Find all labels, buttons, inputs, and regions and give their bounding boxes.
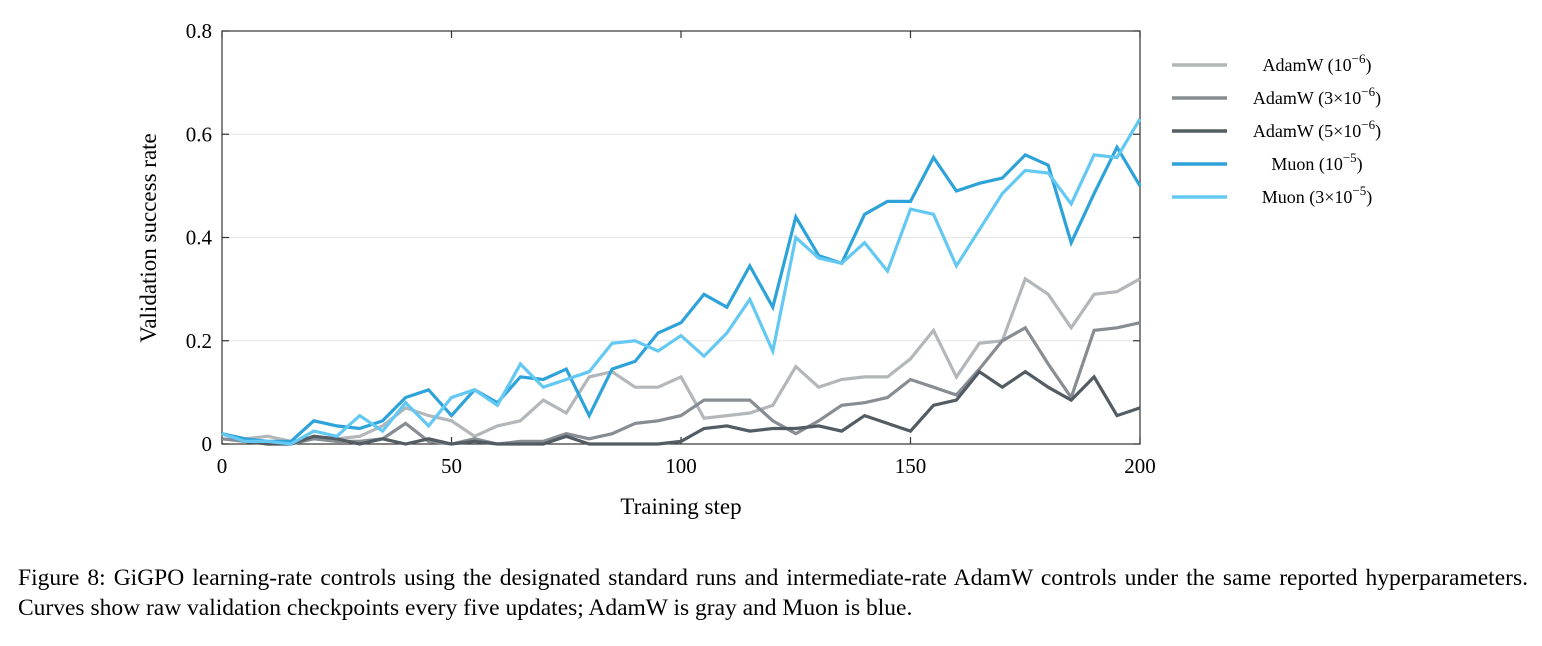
legend-label-2: AdamW (5×10−6) <box>1253 117 1381 142</box>
x-tick-label-4: 200 <box>1124 454 1156 478</box>
y-tick-label-2: 0.4 <box>186 226 213 250</box>
y-tick-label-0: 0 <box>202 432 213 456</box>
legend-entry-1: AdamW (3×10−6) <box>1172 84 1381 109</box>
x-tick-label-1: 50 <box>441 454 462 478</box>
series-line-2 <box>221 369 1141 446</box>
y-tick-label-3: 0.6 <box>186 122 212 146</box>
legend-label-4: Muon (3×10−5) <box>1262 183 1373 208</box>
legend: AdamW (10−6) AdamW (3×10−6) AdamW (5×10−6)… <box>1172 51 1381 208</box>
series-line-4 <box>221 117 1142 446</box>
x-tick-label-0: 0 <box>217 454 228 478</box>
series-line-3 <box>221 143 1142 443</box>
grid <box>222 133 1140 342</box>
y-tick-label-4: 0.8 <box>186 19 212 43</box>
legend-label-0: AdamW (10−6) <box>1263 51 1372 76</box>
series-line-0 <box>221 276 1141 444</box>
caption-line-2: same reported hyperparameters. Curves sh… <box>18 565 1528 621</box>
legend-entry-3: Muon (10−5) <box>1172 150 1363 175</box>
legend-label-1: AdamW (3×10−6) <box>1253 84 1381 109</box>
caption-line-1: Figure 8: GiGPO learning-rate controls u… <box>18 565 1215 591</box>
x-axis-title: Training step <box>620 494 741 519</box>
legend-entry-4: Muon (3×10−5) <box>1172 183 1372 208</box>
series-lines <box>221 117 1142 446</box>
legend-label-3: Muon (10−5) <box>1271 150 1362 175</box>
axis-ticks: 0 0.2 0.4 0.6 0.8 0 50 100 150 200 <box>186 19 1156 478</box>
figure-caption: Figure 8: GiGPO learning-rate controls u… <box>18 563 1528 623</box>
chart: 00.20.40.60.80 50 100 150 200 Training step … <box>136 19 1381 519</box>
y-tick-label-1: 0.2 <box>186 329 212 353</box>
y-axis-title: Validation success rate <box>136 133 161 342</box>
legend-entry-0: AdamW (10−6) <box>1172 51 1372 76</box>
x-tick-label-2: 100 <box>665 454 697 478</box>
x-tick-label-3: 150 <box>895 454 927 478</box>
legend-entry-2: AdamW (5×10−6) <box>1172 117 1381 142</box>
